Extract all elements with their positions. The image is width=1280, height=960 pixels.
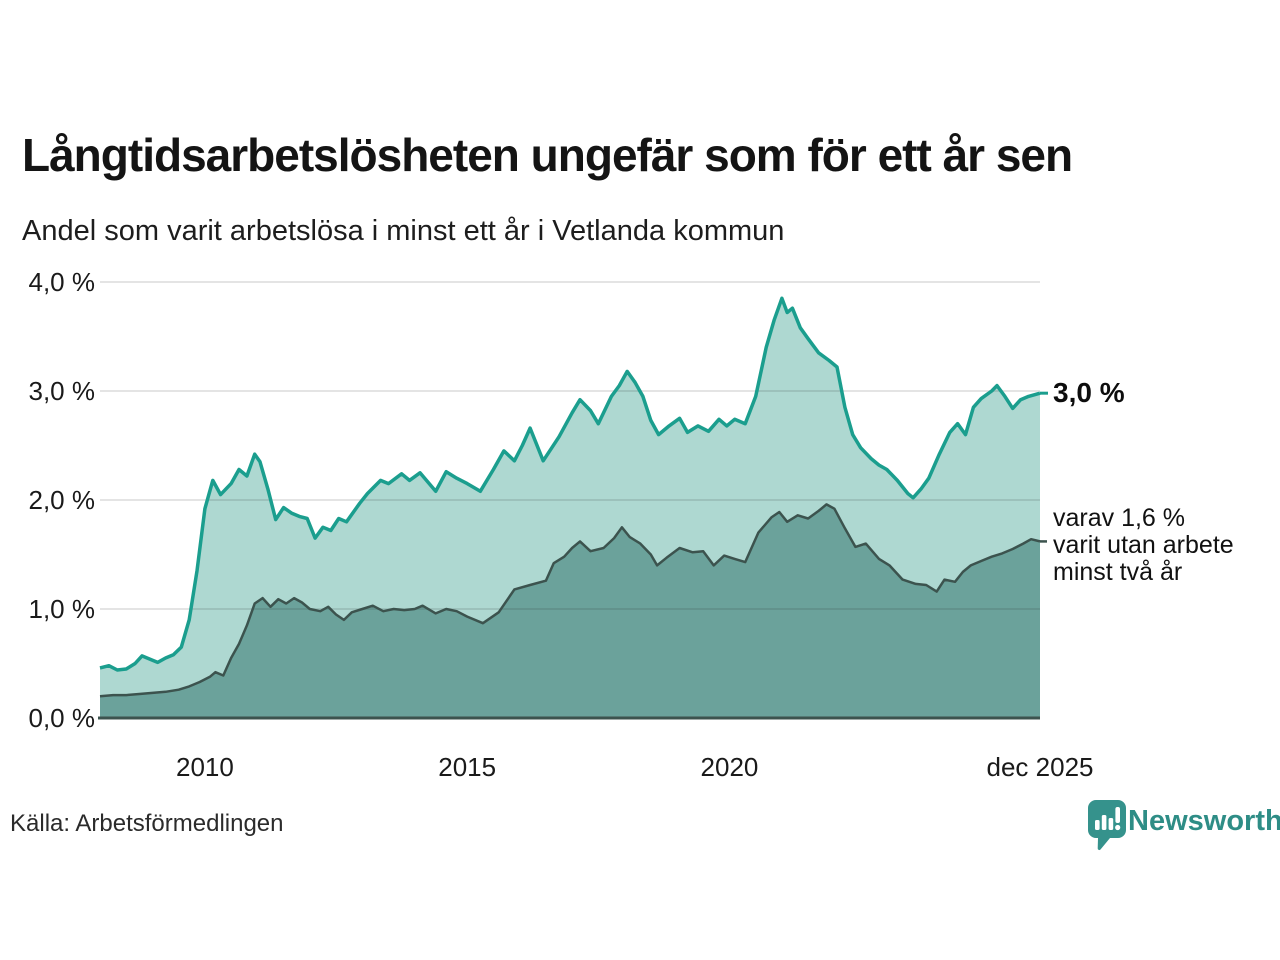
x-axis-tick-label: 2020 xyxy=(700,752,759,782)
source-caption: Källa: Arbetsförmedlingen xyxy=(10,810,284,837)
newsworthy-logo-icon xyxy=(1088,800,1126,851)
y-axis-tick-label: 1,0 % xyxy=(28,594,96,624)
newsworthy-logo-text: Newsworthy xyxy=(1128,805,1280,837)
y-axis-tick-label: 3,0 % xyxy=(28,376,96,406)
series-end-label-two-years: varav 1,6 % varit utan arbete minst två … xyxy=(1053,504,1234,586)
page-subtitle: Andel som varit arbetslösa i minst ett å… xyxy=(22,215,785,247)
page-title: Långtidsarbetslösheten ungefär som för e… xyxy=(22,129,1073,181)
line-unemployed-one-year xyxy=(99,296,1041,672)
x-axis-tick-label: dec 2025 xyxy=(986,752,1094,782)
area-unemployed-two-years xyxy=(100,504,1040,718)
series-end-label-one-year: 3,0 % xyxy=(1053,377,1125,408)
x-axis-tick-label: 2010 xyxy=(175,752,234,782)
line-unemployed-two-years xyxy=(99,503,1041,698)
x-axis-tick-label: 2015 xyxy=(438,752,497,782)
y-axis-tick-label: 2,0 % xyxy=(28,485,96,515)
y-axis-tick-label: 0,0 % xyxy=(28,703,96,733)
y-axis-tick-label: 4,0 % xyxy=(28,267,96,297)
